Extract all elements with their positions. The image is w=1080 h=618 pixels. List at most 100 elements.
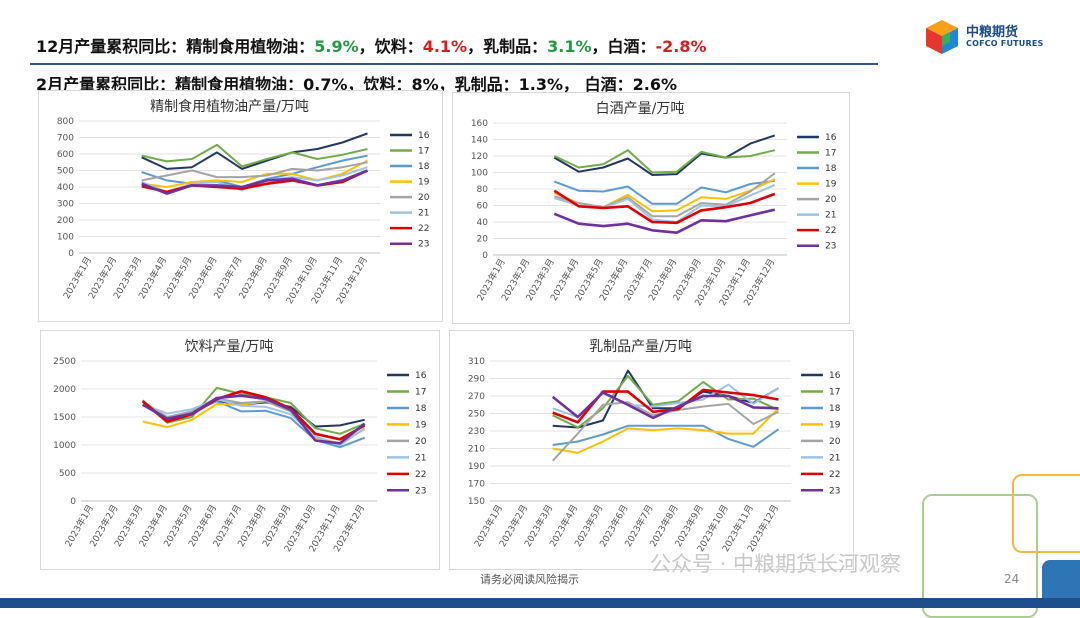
legend-label: 22: [829, 470, 840, 480]
series-line-17: [553, 149, 776, 174]
page-number: 24: [1004, 572, 1020, 586]
legend-label: 23: [418, 240, 429, 250]
legend-label: 20: [418, 193, 430, 203]
chart-panel-beverage: 饮料产量/万吨 0 500 1000 1500 2000 2500 2023年1月 2023年2…: [40, 330, 440, 570]
y-tick-label: 120: [471, 152, 488, 162]
chart-dairy: 乳制品产量/万吨1501701902102302502702903102023年…: [468, 339, 841, 554]
chart-panel-dairy: 乳制品产量/万吨 150 170 190 210 230 250 270 290 310 2023年…: [449, 330, 854, 570]
series-line-17: [141, 143, 368, 168]
legend-label: 23: [415, 486, 426, 496]
legend-label: 19: [829, 420, 841, 430]
y-tick-label: 150: [468, 497, 485, 507]
chart-title: 白酒产量/万吨: [596, 101, 685, 117]
legend-label: 21: [829, 453, 840, 463]
y-tick-label: 2500: [53, 357, 76, 367]
legend-label: 20: [829, 437, 841, 447]
legend-label: 21: [825, 211, 836, 221]
company-logo: 中粮期货 COFCO FUTURES: [922, 18, 1062, 56]
headline-december-item-label: 饮料：: [374, 37, 423, 56]
bottom-bar: [0, 598, 1080, 608]
decor-block-blue: [1042, 560, 1080, 600]
series-line-23: [141, 169, 368, 195]
series-line-22: [552, 388, 779, 424]
legend-label: 19: [418, 178, 430, 188]
legend-label: 16: [418, 131, 430, 141]
chart-panel-baijiu: 白酒产量/万吨 0 20 40 60 80 100 120 140 160 2023年1月 2023年…: [452, 92, 850, 324]
y-tick-label: 0: [482, 251, 488, 261]
y-tick-label: 1000: [53, 441, 76, 451]
header-divider: [30, 63, 878, 65]
series-line-16: [141, 132, 368, 170]
headline-december: 12月产量累积同比：精制食用植物油：5.9%，饮料：4.1%，乳制品：3.1%，…: [36, 33, 707, 57]
headline-december-prefix: 12月产量累积同比：: [36, 37, 187, 56]
y-tick-label: 0: [70, 497, 76, 507]
y-tick-label: 170: [468, 480, 485, 490]
y-tick-label: 250: [468, 410, 485, 420]
chart-beverage: 饮料产量/万吨050010001500200025002023年1月2023年2…: [53, 339, 427, 554]
chart-title: 精制食用植物油产量/万吨: [150, 98, 309, 115]
legend-label: 19: [415, 420, 427, 430]
headline-december-item-label: 白酒：: [607, 37, 656, 56]
legend-label: 20: [825, 195, 837, 205]
y-tick-label: 600: [57, 150, 74, 160]
legend-label: 17: [825, 149, 836, 159]
series-line-16: [553, 134, 776, 176]
y-tick-label: 800: [57, 117, 74, 127]
headline-december-item-label: 精制食用植物油：: [186, 37, 315, 56]
series-line-23: [551, 391, 779, 420]
series-line-23: [142, 394, 366, 445]
legend-label: 17: [418, 147, 429, 157]
series-line-22: [553, 189, 776, 225]
legend-label: 17: [415, 387, 426, 397]
y-tick-label: 2000: [53, 385, 76, 395]
legend-label: 19: [825, 180, 837, 190]
y-tick-label: 310: [468, 357, 485, 367]
y-tick-label: 190: [468, 462, 485, 472]
series-line-22: [141, 389, 366, 441]
chart-title: 饮料产量/万吨: [185, 339, 274, 355]
legend-label: 21: [418, 209, 429, 219]
risk-disclosure-note: 请务必阅读风险揭示: [480, 573, 579, 586]
y-tick-label: 80: [477, 185, 489, 195]
y-tick-label: 500: [59, 469, 76, 479]
y-tick-label: 140: [471, 136, 488, 146]
chart-title: 乳制品产量/万吨: [589, 339, 692, 355]
legend-label: 23: [825, 242, 836, 252]
series-line-18: [552, 424, 780, 448]
legend-label: 20: [415, 437, 427, 447]
legend-label: 23: [829, 486, 840, 496]
series-line-17: [142, 386, 366, 435]
y-tick-label: 100: [471, 169, 488, 179]
headline-december-item-value: 5.9%: [314, 37, 359, 56]
y-tick-label: 200: [57, 216, 74, 226]
legend-label: 16: [825, 133, 837, 143]
legend-label: 22: [418, 224, 429, 234]
series-line-17: [552, 374, 779, 429]
headline-december-item-value: -2.8%: [655, 37, 707, 56]
watermark-text: 公众号 · 中粮期货长河观察: [650, 552, 902, 576]
series-line-20: [554, 172, 776, 218]
y-tick-label: 20: [477, 235, 489, 245]
legend-label: 18: [415, 404, 427, 414]
legend-label: 21: [415, 453, 426, 463]
legend-label: 22: [825, 226, 836, 236]
y-tick-label: 0: [68, 249, 74, 259]
y-tick-label: 400: [57, 183, 74, 193]
y-tick-label: 210: [468, 445, 485, 455]
series-line-23: [553, 208, 776, 234]
legend-label: 22: [415, 470, 426, 480]
y-tick-label: 300: [57, 200, 74, 210]
y-tick-label: 500: [57, 167, 74, 177]
legend-label: 16: [415, 371, 427, 381]
logo-name: 中粮期货: [966, 25, 1019, 40]
headline-december-separator: ，: [358, 37, 375, 56]
series-line-16: [142, 399, 365, 428]
y-tick-label: 160: [471, 119, 488, 129]
series-line-18: [553, 179, 775, 205]
series-line-19: [552, 407, 780, 454]
legend-label: 18: [418, 162, 430, 172]
y-tick-label: 60: [477, 202, 489, 212]
legend-label: 18: [825, 164, 837, 174]
logo-english: COFCO FUTURES: [966, 39, 1044, 48]
chart-panel-edible-oil: 精制食用植物油产量/万吨 0 100 200 300 400 500 600 700 800 20 2…: [38, 90, 443, 322]
